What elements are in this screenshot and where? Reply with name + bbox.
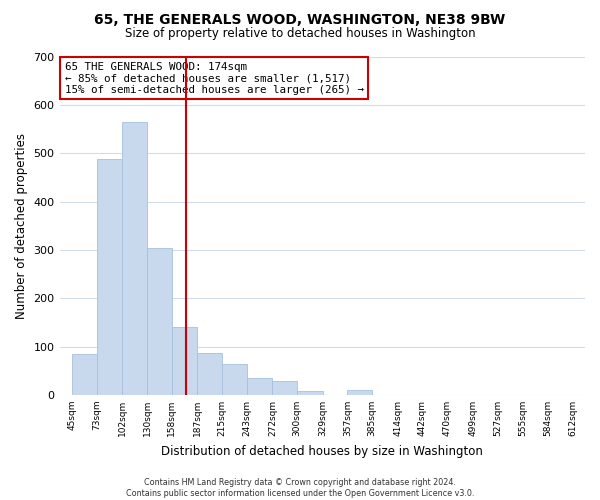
Y-axis label: Number of detached properties: Number of detached properties — [15, 132, 28, 318]
Text: 65 THE GENERALS WOOD: 174sqm
← 85% of detached houses are smaller (1,517)
15% of: 65 THE GENERALS WOOD: 174sqm ← 85% of de… — [65, 62, 364, 95]
Bar — [72, 354, 97, 395]
Bar — [247, 378, 272, 395]
Bar — [197, 354, 222, 395]
Bar — [172, 327, 197, 395]
X-axis label: Distribution of detached houses by size in Washington: Distribution of detached houses by size … — [161, 444, 483, 458]
Text: 65, THE GENERALS WOOD, WASHINGTON, NE38 9BW: 65, THE GENERALS WOOD, WASHINGTON, NE38 … — [94, 12, 506, 26]
Bar — [97, 158, 122, 395]
Bar — [347, 390, 372, 395]
Text: Size of property relative to detached houses in Washington: Size of property relative to detached ho… — [125, 28, 475, 40]
Bar — [297, 390, 323, 395]
Bar — [222, 364, 247, 395]
Text: Contains HM Land Registry data © Crown copyright and database right 2024.
Contai: Contains HM Land Registry data © Crown c… — [126, 478, 474, 498]
Bar — [272, 381, 297, 395]
Bar — [147, 248, 172, 395]
Bar — [122, 122, 147, 395]
